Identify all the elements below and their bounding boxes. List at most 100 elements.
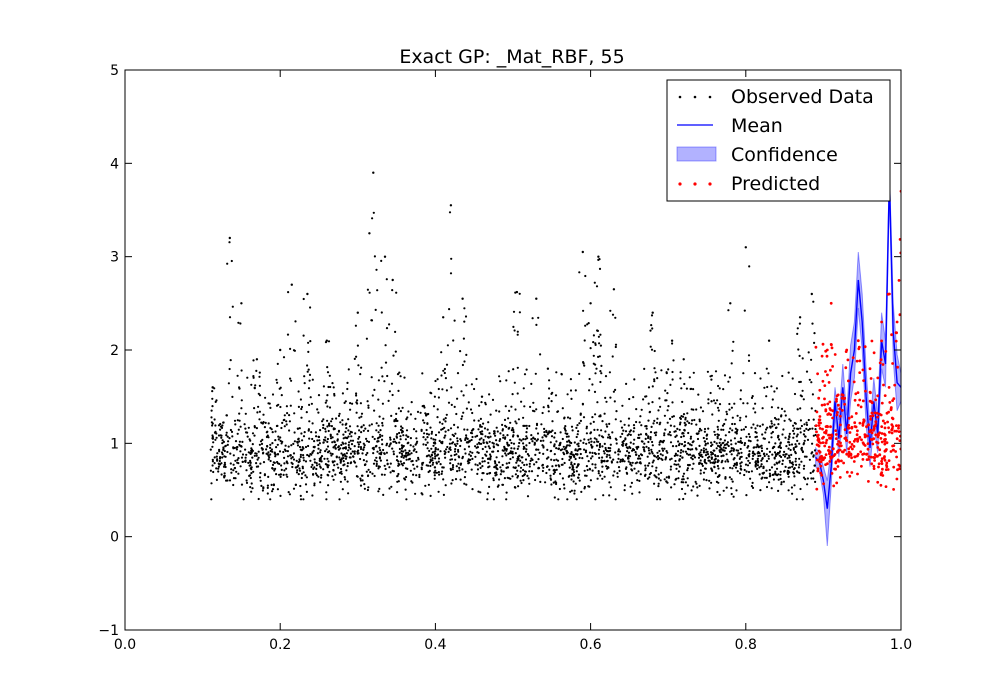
observed-point bbox=[276, 381, 279, 384]
observed-point bbox=[313, 445, 316, 448]
observed-point bbox=[342, 433, 345, 436]
predicted-point bbox=[885, 448, 888, 451]
observed-point bbox=[799, 427, 802, 430]
observed-point bbox=[228, 316, 232, 319]
observed-point bbox=[542, 452, 545, 455]
observed-point bbox=[663, 434, 666, 437]
observed-point bbox=[516, 330, 519, 333]
observed-point bbox=[577, 473, 581, 476]
observed-point bbox=[346, 465, 349, 468]
observed-point bbox=[480, 437, 483, 440]
predicted-point bbox=[862, 379, 865, 382]
observed-point bbox=[522, 416, 525, 419]
observed-point bbox=[379, 433, 382, 436]
observed-point bbox=[479, 462, 482, 465]
observed-point bbox=[536, 432, 540, 435]
observed-point bbox=[357, 437, 360, 440]
observed-point bbox=[476, 464, 479, 467]
observed-point bbox=[732, 458, 735, 461]
predicted-point bbox=[883, 433, 887, 437]
observed-point bbox=[596, 477, 599, 480]
observed-point bbox=[728, 476, 732, 479]
predicted-point bbox=[839, 423, 842, 427]
observed-point bbox=[680, 487, 684, 491]
observed-point bbox=[552, 481, 555, 484]
observed-point bbox=[368, 232, 371, 235]
predicted-point bbox=[827, 445, 831, 449]
observed-point bbox=[411, 481, 414, 484]
observed-point bbox=[682, 432, 685, 435]
observed-point bbox=[568, 458, 571, 462]
observed-point bbox=[801, 450, 804, 453]
observed-point bbox=[765, 485, 769, 489]
observed-point bbox=[527, 477, 530, 480]
observed-point bbox=[429, 426, 432, 429]
predicted-point bbox=[838, 444, 842, 448]
observed-point bbox=[541, 444, 544, 447]
observed-point bbox=[228, 236, 231, 240]
observed-point bbox=[424, 412, 427, 415]
predicted-point bbox=[819, 471, 823, 475]
observed-point bbox=[326, 463, 329, 466]
observed-point bbox=[716, 437, 719, 440]
observed-point bbox=[678, 458, 682, 461]
observed-point bbox=[608, 371, 612, 374]
observed-point bbox=[348, 432, 351, 435]
observed-point bbox=[686, 469, 689, 472]
observed-point bbox=[277, 403, 280, 406]
observed-point bbox=[372, 446, 375, 449]
predicted-point bbox=[882, 383, 885, 387]
observed-point bbox=[514, 486, 517, 489]
observed-point bbox=[317, 447, 320, 450]
observed-point bbox=[293, 412, 296, 415]
observed-point bbox=[593, 428, 596, 431]
observed-point bbox=[755, 435, 759, 438]
observed-point bbox=[394, 425, 397, 428]
observed-point bbox=[484, 445, 487, 448]
observed-point bbox=[354, 324, 357, 327]
observed-point bbox=[583, 339, 586, 342]
observed-point bbox=[553, 471, 557, 474]
observed-point bbox=[267, 436, 270, 439]
observed-point bbox=[725, 453, 728, 456]
observed-point bbox=[401, 427, 404, 430]
observed-point bbox=[737, 452, 740, 455]
observed-point bbox=[739, 456, 742, 459]
observed-point bbox=[307, 368, 310, 371]
observed-point bbox=[724, 460, 727, 463]
observed-point bbox=[775, 387, 779, 390]
predicted-point bbox=[883, 438, 886, 442]
observed-point bbox=[622, 439, 625, 443]
observed-point bbox=[422, 404, 425, 408]
observed-point bbox=[331, 461, 335, 464]
observed-point bbox=[766, 447, 769, 450]
observed-point bbox=[517, 445, 520, 448]
observed-point bbox=[647, 435, 650, 438]
observed-point bbox=[302, 498, 305, 501]
observed-point bbox=[788, 459, 791, 462]
observed-point bbox=[285, 423, 288, 426]
observed-point bbox=[803, 423, 806, 426]
observed-point bbox=[651, 327, 654, 330]
observed-point bbox=[287, 291, 290, 294]
observed-point bbox=[774, 442, 777, 445]
observed-point bbox=[516, 366, 519, 369]
observed-point bbox=[624, 430, 628, 433]
observed-point bbox=[678, 498, 681, 501]
observed-point bbox=[781, 459, 785, 462]
observed-point bbox=[265, 448, 268, 451]
observed-point bbox=[579, 439, 582, 442]
observed-point bbox=[501, 449, 504, 452]
observed-point bbox=[654, 434, 657, 437]
observed-point bbox=[441, 427, 444, 431]
observed-point bbox=[375, 444, 378, 448]
predicted-point bbox=[840, 459, 843, 463]
predicted-point bbox=[896, 365, 899, 369]
observed-point bbox=[269, 498, 272, 501]
predicted-point bbox=[831, 409, 835, 413]
observed-point bbox=[495, 464, 498, 467]
observed-point bbox=[493, 432, 496, 435]
observed-point bbox=[430, 447, 433, 450]
observed-point bbox=[585, 442, 588, 445]
